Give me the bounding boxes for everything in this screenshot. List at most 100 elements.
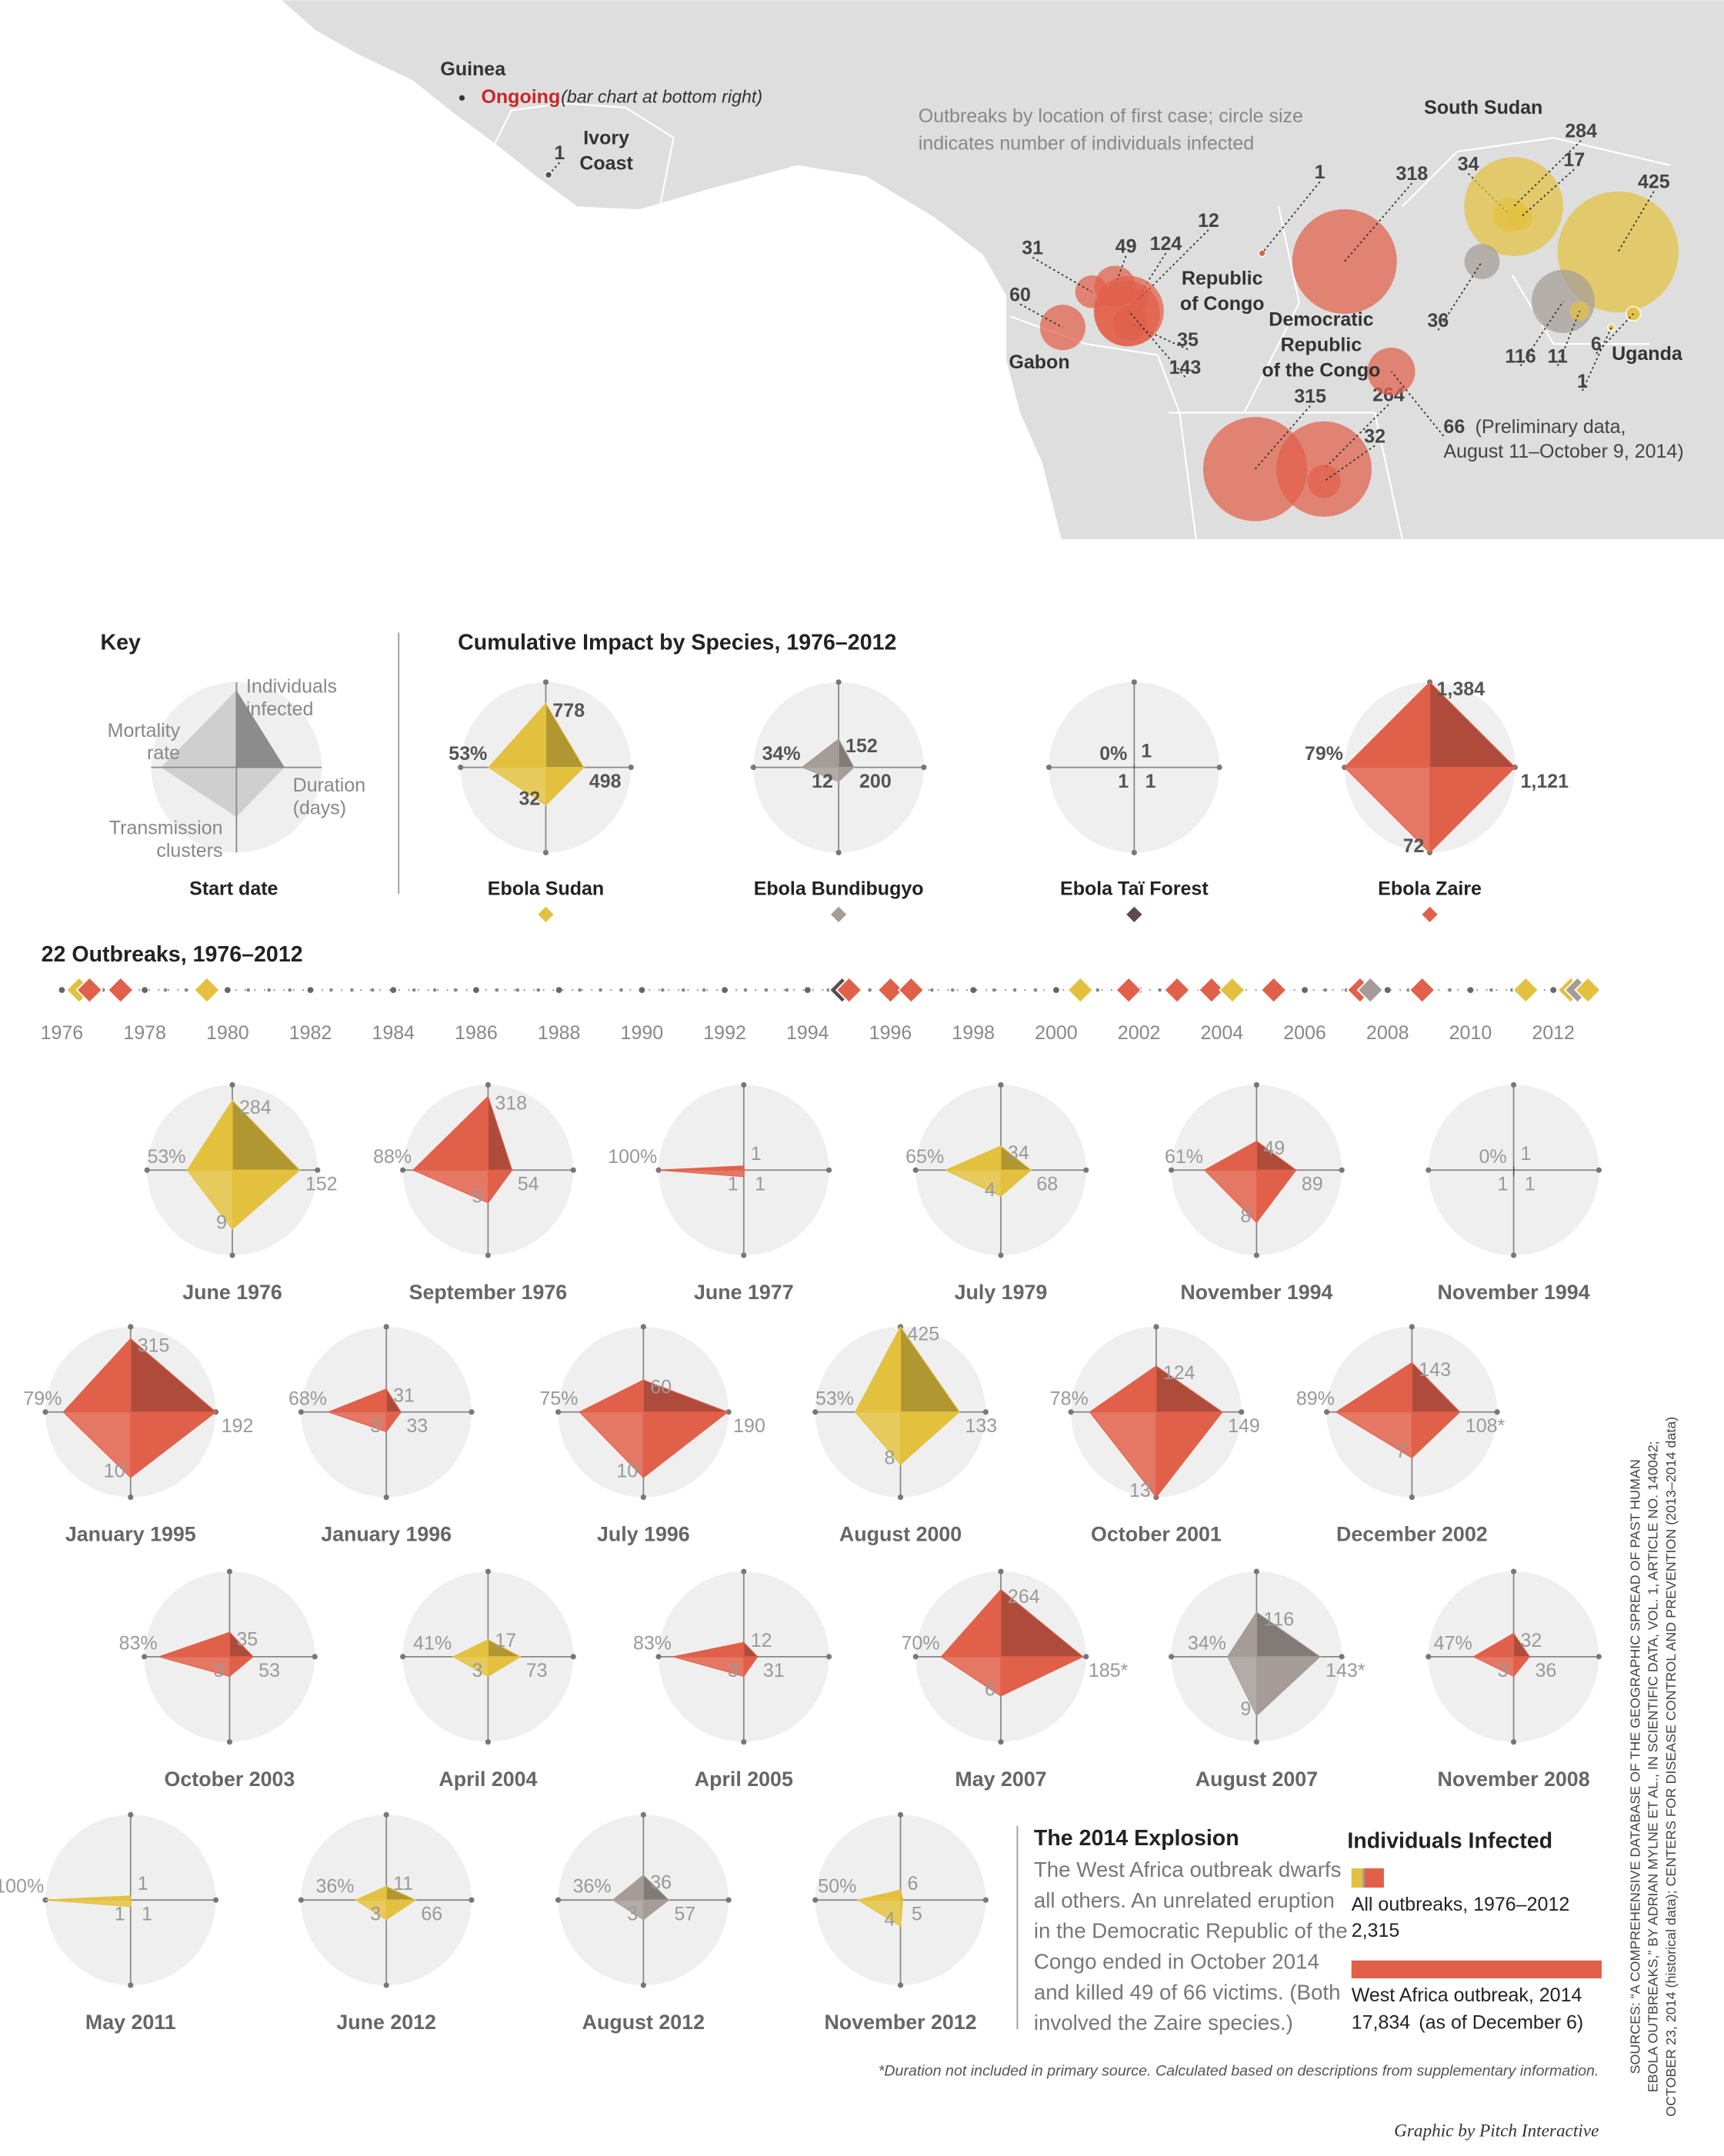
axis-end xyxy=(1253,1568,1259,1575)
infected-label: 264 xyxy=(1008,1586,1040,1608)
outbreak-date: May 2011 xyxy=(85,2011,176,2034)
axis-end xyxy=(640,1324,646,1330)
mortality-label: 36% xyxy=(315,1876,354,1898)
clusters-label: 3 xyxy=(627,1903,638,1924)
axis-end xyxy=(1596,1167,1602,1173)
axis-end xyxy=(1131,849,1137,855)
axis-end xyxy=(542,849,549,855)
clusters-label: 8 xyxy=(1240,1205,1251,1227)
circle-label: 32 xyxy=(1364,425,1386,447)
outbreak-date: October 2001 xyxy=(1091,1523,1222,1546)
circle-label: 124 xyxy=(1150,233,1182,255)
axis-end xyxy=(128,1494,134,1501)
infected-label: 1 xyxy=(1141,741,1152,762)
explosion-text: involved the Zaire species.) xyxy=(1034,2011,1293,2034)
radar-segment xyxy=(62,1337,132,1413)
duration-label: 200 xyxy=(859,771,892,792)
axis-end xyxy=(469,1409,475,1415)
timeline-dot xyxy=(288,988,292,992)
country-label: Democratic xyxy=(1269,308,1373,330)
axis-end xyxy=(400,1167,406,1173)
duration-label: 1 xyxy=(1525,1174,1536,1195)
year-label: 1976 xyxy=(41,1022,84,1044)
map-caption: Outbreaks by location of first case; cir… xyxy=(919,105,1303,127)
country-label: South Sudan xyxy=(1424,97,1542,118)
axis-end xyxy=(383,1494,389,1501)
duration-label: 133 xyxy=(965,1415,997,1437)
timeline-dot xyxy=(619,988,623,992)
axis-end xyxy=(998,1568,1004,1575)
leader-line xyxy=(1032,256,1092,293)
timeline-dot xyxy=(660,988,665,992)
axis-end xyxy=(42,1409,48,1415)
species-swatch xyxy=(1422,906,1438,922)
ongoing: Ongoing xyxy=(481,86,560,108)
country-label: Uganda xyxy=(1612,343,1683,365)
outbreak-date: January 1995 xyxy=(65,1523,196,1546)
mortality-label: 47% xyxy=(1434,1632,1472,1654)
year-label: 1992 xyxy=(703,1022,746,1044)
radar-segment xyxy=(940,1588,1002,1658)
circle-label: 34 xyxy=(1458,153,1479,175)
legend-note: (as of December 6) xyxy=(1419,2012,1583,2034)
timeline-diamond xyxy=(1198,976,1225,1004)
clusters-label: 10 xyxy=(616,1460,638,1481)
timeline-diamond xyxy=(193,976,221,1004)
timeline-tick xyxy=(58,987,65,994)
radar-segment xyxy=(1226,1611,1257,1658)
country-label: Guinea xyxy=(440,58,506,80)
outbreak-circle xyxy=(1569,301,1590,321)
species-title: Cumulative Impact by Species, 1976–2012 xyxy=(458,630,896,655)
outbreak-date: April 2005 xyxy=(695,1768,793,1791)
country-label: Coast xyxy=(579,153,633,175)
key-label: rate xyxy=(147,742,180,764)
leader-line xyxy=(1390,371,1445,437)
clusters-label: 10 xyxy=(104,1460,125,1481)
timeline-dot xyxy=(246,988,251,992)
outbreak-circle xyxy=(1508,205,1533,230)
timeline-dot xyxy=(1406,988,1410,992)
explosion-text: all others. An unrelated eruption xyxy=(1034,1888,1335,1912)
mortality-label: 34% xyxy=(762,743,801,765)
circle-label: 1 xyxy=(1315,162,1326,183)
clusters-label: 3 xyxy=(370,1415,381,1437)
mortality-label: 70% xyxy=(902,1632,940,1654)
sources: OCTOBER 23, 2014 (historical data); CENT… xyxy=(1663,1417,1679,2117)
timeline-dot xyxy=(702,988,706,992)
infected-label: 318 xyxy=(495,1093,527,1115)
duration-label: 73 xyxy=(526,1660,548,1681)
axis-end xyxy=(897,1982,904,1988)
mortality-label: 53% xyxy=(815,1388,854,1409)
timeline-diamond xyxy=(835,976,863,1004)
axis-end xyxy=(1253,1252,1259,1258)
axis-end xyxy=(469,1897,475,1903)
outbreak-date: June 2012 xyxy=(336,2011,436,2034)
duration-label: 68 xyxy=(1036,1174,1058,1195)
duration-label: 152 xyxy=(305,1174,338,1195)
outbreak-date: June 1976 xyxy=(182,1281,282,1304)
timeline-dot xyxy=(930,988,934,992)
mortality-label: 79% xyxy=(23,1388,62,1409)
timeline-diamond xyxy=(75,976,104,1004)
axis-end xyxy=(226,1568,233,1575)
outbreak-date: July 1996 xyxy=(597,1523,690,1546)
infected-label: 1,384 xyxy=(1437,678,1486,700)
timeline-diamond xyxy=(1259,976,1288,1004)
timeline-tick xyxy=(1384,987,1391,994)
duration-label: 192 xyxy=(222,1415,254,1437)
timeline-dot xyxy=(743,988,748,992)
axis-end xyxy=(750,765,756,771)
explosion-text: Congo ended in October 2014 xyxy=(1034,1950,1319,1974)
legend-label: West Africa outbreak, 2014 xyxy=(1352,1984,1582,2006)
timeline-dot xyxy=(101,988,105,992)
axis-end xyxy=(897,1811,904,1818)
key-shape xyxy=(161,690,285,817)
axis-end xyxy=(1253,1739,1259,1745)
timeline-dot xyxy=(495,988,499,992)
axis-end xyxy=(1216,765,1222,771)
west-africa-bar xyxy=(1351,1960,1602,1979)
infected-label: 12 xyxy=(751,1630,772,1651)
radar-segment xyxy=(1334,1361,1412,1413)
timeline-diamond xyxy=(1512,976,1539,1004)
radar-segment xyxy=(800,738,839,768)
